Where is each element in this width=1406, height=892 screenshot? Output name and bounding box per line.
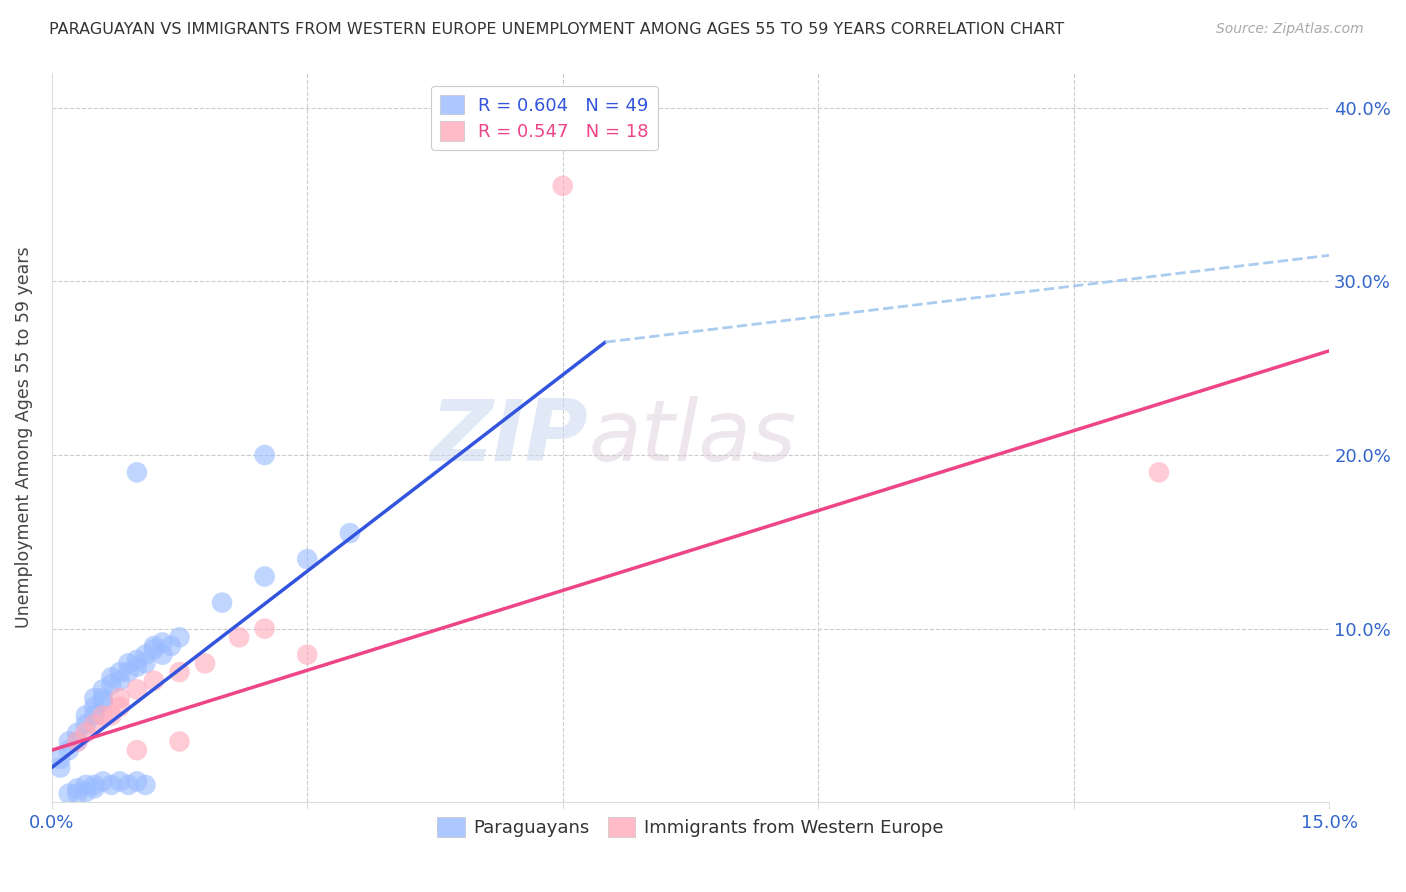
Point: [91, 774, 114, 789]
Point: [49, 752, 72, 766]
Point: [66, 734, 89, 748]
Point: [108, 665, 131, 679]
Point: [125, 660, 148, 674]
Point: [142, 639, 165, 653]
Text: atlas: atlas: [588, 396, 796, 479]
Point: [169, 630, 191, 644]
Point: [125, 774, 148, 789]
Point: [100, 778, 122, 792]
Point: [75, 726, 97, 740]
Text: Source: ZipAtlas.com: Source: ZipAtlas.com: [1216, 22, 1364, 37]
Point: [108, 691, 131, 706]
Point: [125, 743, 148, 757]
Point: [339, 526, 361, 541]
Point: [1147, 466, 1170, 480]
Point: [108, 673, 131, 688]
Point: [75, 717, 97, 731]
Y-axis label: Unemployment Among Ages 55 to 59 years: Unemployment Among Ages 55 to 59 years: [15, 247, 32, 629]
Point: [142, 673, 165, 688]
Point: [134, 657, 156, 671]
Point: [134, 778, 156, 792]
Point: [134, 648, 156, 662]
Point: [66, 781, 89, 796]
Point: [169, 734, 191, 748]
Point: [75, 708, 97, 723]
Point: [117, 657, 139, 671]
Point: [253, 569, 276, 583]
Point: [83, 717, 105, 731]
Text: PARAGUAYAN VS IMMIGRANTS FROM WESTERN EUROPE UNEMPLOYMENT AMONG AGES 55 TO 59 YE: PARAGUAYAN VS IMMIGRANTS FROM WESTERN EU…: [49, 22, 1064, 37]
Point: [253, 448, 276, 462]
Point: [117, 778, 139, 792]
Point: [58, 734, 80, 748]
Point: [49, 760, 72, 774]
Point: [142, 642, 165, 657]
Point: [91, 691, 114, 706]
Point: [83, 781, 105, 796]
Point: [91, 694, 114, 708]
Point: [91, 682, 114, 697]
Point: [66, 787, 89, 801]
Point: [152, 648, 174, 662]
Point: [58, 743, 80, 757]
Point: [66, 726, 89, 740]
Point: [297, 648, 319, 662]
Point: [125, 682, 148, 697]
Point: [297, 552, 319, 566]
Point: [125, 653, 148, 667]
Point: [100, 677, 122, 691]
Point: [66, 734, 89, 748]
Legend: Paraguayans, Immigrants from Western Europe: Paraguayans, Immigrants from Western Eur…: [430, 810, 950, 845]
Point: [160, 639, 183, 653]
Point: [108, 699, 131, 714]
Point: [83, 708, 105, 723]
Point: [253, 622, 276, 636]
Point: [58, 787, 80, 801]
Point: [169, 665, 191, 679]
Point: [211, 596, 233, 610]
Point: [100, 670, 122, 684]
Point: [83, 699, 105, 714]
Point: [117, 665, 139, 679]
Point: [83, 778, 105, 792]
Text: ZIP: ZIP: [430, 396, 588, 479]
Point: [75, 785, 97, 799]
Point: [100, 708, 122, 723]
Point: [108, 774, 131, 789]
Point: [125, 466, 148, 480]
Point: [91, 708, 114, 723]
Point: [75, 778, 97, 792]
Point: [551, 178, 574, 193]
Point: [228, 630, 250, 644]
Point: [83, 691, 105, 706]
Point: [194, 657, 217, 671]
Point: [152, 635, 174, 649]
